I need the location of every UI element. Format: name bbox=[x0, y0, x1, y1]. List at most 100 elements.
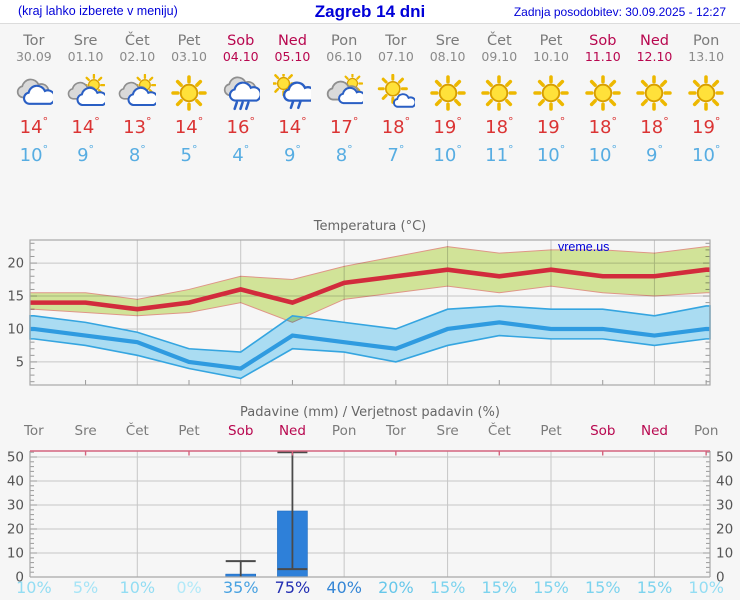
svg-text:30: 30 bbox=[7, 498, 24, 514]
high-temp: 14° bbox=[278, 115, 307, 138]
precip-day-label: Pon bbox=[331, 423, 357, 439]
sun-rain-weather-icon bbox=[267, 74, 319, 114]
precip-probability: 15% bbox=[429, 578, 466, 597]
precip-probability: 15% bbox=[584, 578, 621, 597]
day-column[interactable]: Ned 05.10 bbox=[267, 33, 319, 64]
precip-day-label: Ned bbox=[640, 423, 668, 439]
precip-probability-row: 10% 5% 10% 0% 35% 75% 40% 20% 15% 15% 15% 15% 15% 10% bbox=[0, 578, 740, 597]
day-column[interactable]: Ned 12.10 bbox=[629, 33, 681, 64]
precip-probability: 75% bbox=[274, 578, 311, 597]
cloud-sun-weather-icon bbox=[318, 74, 370, 114]
min-temp-line bbox=[30, 320, 710, 371]
days-header-row: Tor 30.09 Sre 01.10 Čet 02.10 Pet 03.10 Sob 04.10… bbox=[0, 33, 740, 64]
svg-text:10: 10 bbox=[716, 546, 733, 562]
svg-text:10: 10 bbox=[7, 546, 24, 562]
svg-text:10: 10 bbox=[7, 322, 24, 337]
day-date: 10.10 bbox=[533, 49, 569, 64]
precip-probability: 10% bbox=[688, 578, 724, 597]
day-column[interactable]: Tor 07.10 bbox=[370, 33, 422, 64]
day-column[interactable]: Sob 04.10 bbox=[215, 33, 267, 64]
precip-probability: 20% bbox=[378, 578, 414, 597]
day-date: 04.10 bbox=[222, 49, 259, 64]
day-date: 13.10 bbox=[688, 49, 725, 64]
low-temp: 11° bbox=[485, 143, 514, 166]
low-temp: 8° bbox=[335, 143, 353, 166]
day-date: 06.10 bbox=[326, 49, 363, 64]
svg-text:50: 50 bbox=[716, 450, 733, 466]
precip-day-label: Sob bbox=[590, 423, 616, 439]
precip-days-row: Tor Sre Čet Pet Sob Ned Pon Tor Sre Čet Pet Sob Ned P… bbox=[0, 423, 740, 439]
day-name: Pon bbox=[331, 33, 358, 49]
day-date: 08.10 bbox=[429, 49, 466, 64]
day-name: Sre bbox=[73, 33, 98, 49]
max-temp-line bbox=[30, 267, 710, 312]
day-name: Ned bbox=[277, 33, 307, 49]
sun-cloud-weather-icon bbox=[60, 74, 112, 114]
precip-day-label: Pon bbox=[693, 423, 719, 439]
low-temp: 10° bbox=[433, 143, 462, 166]
sun-weather-icon bbox=[163, 74, 215, 114]
precip-probability: 40% bbox=[326, 578, 362, 597]
precip-day-label: Čet bbox=[487, 423, 511, 439]
precip-chart-title: Padavine (mm) / Verjetnost padavin (%) bbox=[240, 405, 500, 420]
day-column[interactable]: Pet 03.10 bbox=[163, 33, 215, 64]
svg-text:0: 0 bbox=[716, 570, 725, 583]
precip-probability: 15% bbox=[636, 578, 673, 597]
high-temp: 19° bbox=[536, 115, 566, 138]
rain-weather-icon bbox=[215, 74, 267, 114]
precip-day-label: Pet bbox=[178, 423, 200, 439]
low-temp: 9° bbox=[283, 143, 301, 166]
precip-day-label: Čet bbox=[125, 423, 149, 439]
weather-icons-row bbox=[0, 74, 740, 114]
page-title: Zagreb 14 dni bbox=[314, 2, 426, 21]
high-temp: 19° bbox=[692, 115, 721, 138]
day-name: Sob bbox=[227, 33, 255, 49]
top-bar: (kraj lahko izberete v meniju) Zagreb 14… bbox=[0, 0, 740, 24]
low-temp: 10° bbox=[536, 143, 566, 166]
day-name: Sob bbox=[589, 33, 617, 49]
day-column[interactable]: Čet 02.10 bbox=[111, 33, 163, 64]
high-temp: 18° bbox=[485, 115, 514, 138]
precip-probability: 5% bbox=[72, 578, 99, 597]
precip-day-label: Sre bbox=[74, 423, 97, 439]
svg-text:20: 20 bbox=[7, 522, 24, 538]
day-column[interactable]: Pon 06.10 bbox=[318, 33, 370, 64]
svg-text:0: 0 bbox=[15, 570, 24, 583]
day-date: 11.10 bbox=[584, 49, 621, 64]
day-date: 03.10 bbox=[171, 49, 207, 64]
low-temp: 10° bbox=[588, 143, 617, 166]
day-column[interactable]: Pet 10.10 bbox=[525, 33, 577, 64]
precip-probability: 10% bbox=[119, 578, 156, 597]
svg-text:20: 20 bbox=[716, 522, 733, 538]
high-temp: 13° bbox=[123, 115, 152, 138]
temperature-chart: 5 10 15 20 bbox=[7, 239, 711, 386]
svg-text:50: 50 bbox=[7, 450, 24, 466]
precip-probability: 35% bbox=[222, 578, 259, 597]
svg-text:40: 40 bbox=[716, 474, 733, 490]
low-temp: 9° bbox=[77, 143, 95, 166]
precip-day-label: Tor bbox=[23, 423, 44, 439]
day-name: Sre bbox=[435, 33, 460, 49]
precip-probability: 15% bbox=[481, 578, 518, 597]
day-date: 12.10 bbox=[636, 49, 673, 64]
low-temp: 9° bbox=[646, 143, 663, 166]
day-name: Tor bbox=[23, 33, 45, 49]
day-column[interactable]: Sre 08.10 bbox=[422, 33, 474, 64]
vreme-us-link[interactable]: vreme.us bbox=[558, 240, 610, 254]
high-temp: 14° bbox=[19, 115, 49, 138]
day-column[interactable]: Pon 13.10 bbox=[680, 33, 732, 64]
precip-day-label: Pet bbox=[540, 423, 562, 439]
low-temp: 8° bbox=[128, 143, 146, 166]
location-menu-hint: (kraj lahko izberete v meniju) bbox=[18, 4, 178, 18]
day-column[interactable]: Sre 01.10 bbox=[60, 33, 112, 64]
day-column[interactable]: Tor 30.09 bbox=[8, 33, 60, 64]
precip-probability: 15% bbox=[533, 578, 569, 597]
day-column[interactable]: Sob 11.10 bbox=[577, 33, 629, 64]
day-column[interactable]: Čet 09.10 bbox=[473, 33, 525, 64]
sun-weather-icon bbox=[577, 74, 629, 114]
precip-day-label: Ned bbox=[278, 423, 306, 439]
high-temp: 14° bbox=[174, 115, 204, 138]
precip-day-label: Sob bbox=[228, 423, 254, 439]
day-name: Tor bbox=[385, 33, 407, 49]
